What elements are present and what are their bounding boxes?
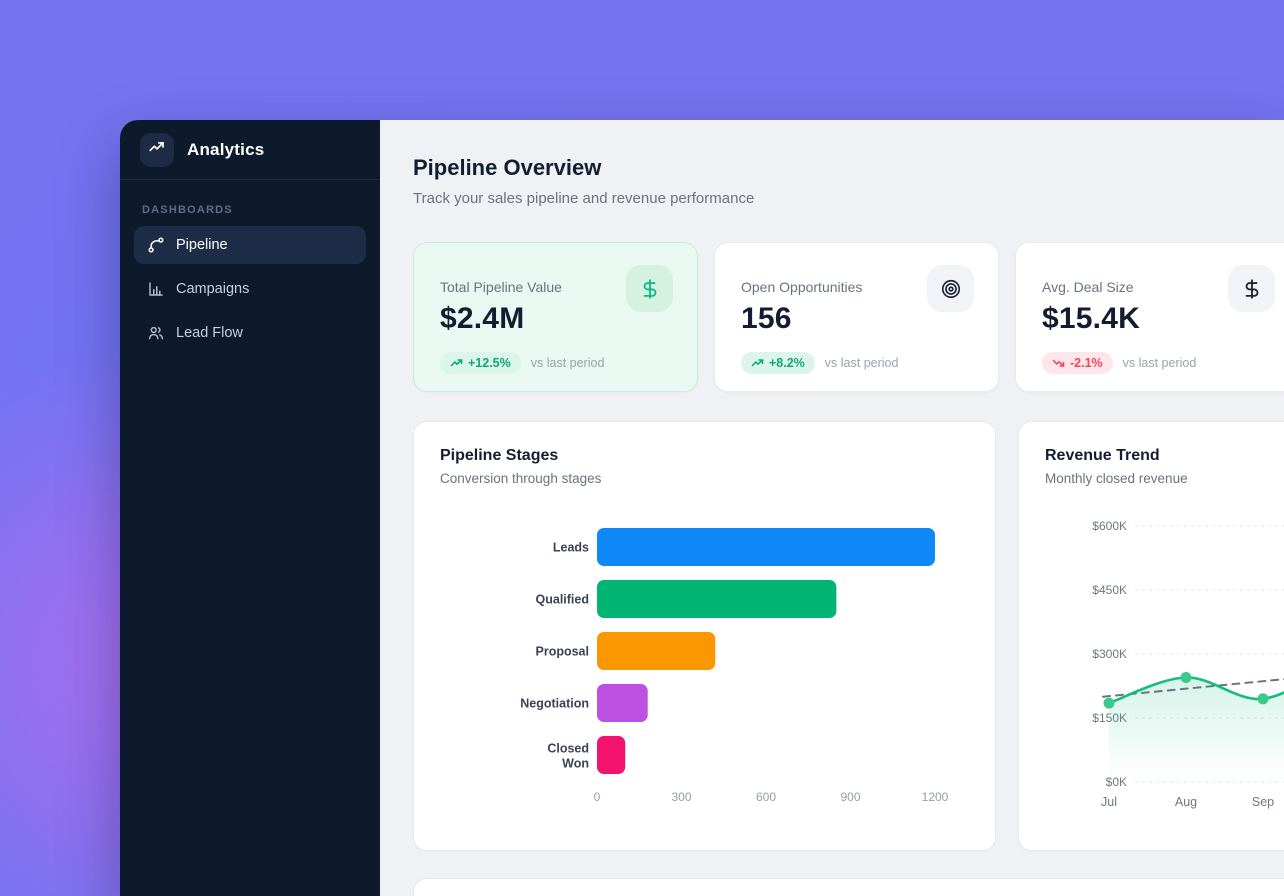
kpi-row: Total Pipeline Value $2.4M +12.5% vs las… <box>413 242 1284 392</box>
app-name: Analytics <box>187 139 265 159</box>
sidebar-item-pipeline[interactable]: Pipeline <box>134 226 366 264</box>
dollar-icon <box>626 265 673 312</box>
sidebar-header: Analytics <box>120 120 380 180</box>
kpi-footer: +8.2% vs last period <box>741 352 972 374</box>
compare-label: vs last period <box>530 356 605 370</box>
x-tick-label: 600 <box>756 790 776 804</box>
change-value: +8.2% <box>769 356 805 370</box>
y-tick-label: $300K <box>1092 647 1127 661</box>
data-point <box>1180 672 1192 683</box>
bar-qualified <box>597 580 837 618</box>
kpi-value: 156 <box>741 302 792 335</box>
change-value: -2.1% <box>1070 356 1103 370</box>
revenue-area <box>1109 677 1284 782</box>
chart-subtitle: Conversion through stages <box>440 471 602 486</box>
revenue-line <box>1107 676 1284 705</box>
kpi-card-avg-deal-size: Avg. Deal Size $15.4K -2.1% vs last peri… <box>1015 242 1284 392</box>
bar-label: Qualified <box>536 593 589 607</box>
x-tick-label: 0 <box>594 790 601 804</box>
x-tick-label: 300 <box>671 790 691 804</box>
y-tick-label: $600K <box>1092 519 1127 533</box>
kpi-label: Avg. Deal Size <box>1042 279 1134 295</box>
x-tick-label: Aug <box>1175 795 1197 809</box>
revenue-trend-card: Revenue Trend Monthly closed revenue $0K… <box>1018 421 1284 851</box>
compare-label: vs last period <box>824 356 899 370</box>
charts-row: Pipeline Stages Conversion through stage… <box>413 421 1284 851</box>
bar-label: Closed Won <box>547 742 589 771</box>
bar-chart-icon <box>147 280 165 298</box>
target-icon <box>927 265 974 312</box>
chart-subtitle: Monthly closed revenue <box>1045 471 1188 486</box>
sidebar-section-label: DASHBOARDS <box>142 204 233 216</box>
change-value: +12.5% <box>468 356 511 370</box>
sidebar-item-label: Campaigns <box>176 281 250 297</box>
compare-label: vs last period <box>1122 356 1197 370</box>
chart-title: Pipeline Stages <box>440 447 559 464</box>
app-logo <box>140 132 174 167</box>
y-tick-label: $450K <box>1092 583 1127 597</box>
bar-closed-won <box>597 736 626 774</box>
bar-label: Negotiation <box>520 697 589 711</box>
trending-down-icon <box>1052 357 1065 369</box>
bar-leads <box>597 528 935 566</box>
trending-up-icon <box>751 357 764 369</box>
bar-negotiation <box>597 684 648 722</box>
sidebar-item-label: Lead Flow <box>176 325 243 341</box>
trending-up-icon <box>148 138 166 161</box>
page-title: Pipeline Overview <box>413 155 602 180</box>
change-badge: +12.5% <box>440 352 521 374</box>
chart-title: Revenue Trend <box>1045 447 1160 464</box>
kpi-value: $15.4K <box>1042 302 1140 335</box>
bar-label: Proposal <box>536 645 590 659</box>
app-window: Analytics DASHBOARDS Pipeline Campaigns <box>120 120 1284 896</box>
kpi-card-open-opportunities: Open Opportunities 156 +8.2% vs last per… <box>714 242 999 392</box>
x-tick-label: Jul <box>1101 795 1117 809</box>
kpi-label: Open Opportunities <box>741 279 863 295</box>
sidebar: Analytics DASHBOARDS Pipeline Campaigns <box>120 120 380 896</box>
sidebar-item-label: Pipeline <box>176 237 228 253</box>
sidebar-item-lead-flow[interactable]: Lead Flow <box>134 314 366 352</box>
x-tick-label: 900 <box>840 790 860 804</box>
main-content: Pipeline Overview Track your sales pipel… <box>380 120 1284 896</box>
pipeline-stages-card: Pipeline Stages Conversion through stage… <box>413 421 996 851</box>
change-badge: -2.1% <box>1042 352 1113 374</box>
kpi-footer: -2.1% vs last period <box>1042 352 1273 374</box>
page-subtitle: Track your sales pipeline and revenue pe… <box>413 190 755 207</box>
dollar-icon <box>1228 265 1275 312</box>
kpi-label: Total Pipeline Value <box>440 279 562 295</box>
bar-label: Leads <box>553 541 589 555</box>
kpi-card-total-pipeline-value: Total Pipeline Value $2.4M +12.5% vs las… <box>413 242 698 392</box>
data-point <box>1103 697 1115 709</box>
kpi-value: $2.4M <box>440 302 525 335</box>
bottom-card-partial <box>413 878 1284 896</box>
trend-dashed-line <box>1102 678 1284 698</box>
kpi-footer: +12.5% vs last period <box>440 352 671 374</box>
bar-proposal <box>597 632 716 670</box>
route-icon <box>147 236 165 254</box>
x-tick-label: 1200 <box>922 790 949 804</box>
users-icon <box>147 324 165 342</box>
x-tick-label: Sep <box>1252 795 1274 809</box>
data-point <box>1257 693 1269 705</box>
sidebar-nav: Pipeline Campaigns Lead Flow <box>120 226 380 352</box>
pipeline-stages-bar-chart: Leads Qualified Proposal Negotiation Closed W… <box>520 528 949 804</box>
change-badge: +8.2% <box>741 352 815 374</box>
trending-up-icon <box>450 357 463 369</box>
sidebar-item-campaigns[interactable]: Campaigns <box>134 270 366 308</box>
